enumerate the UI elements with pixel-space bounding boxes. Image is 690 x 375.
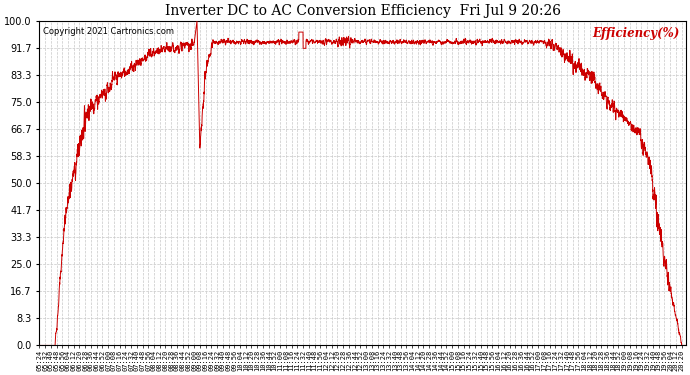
Title: Inverter DC to AC Conversion Efficiency  Fri Jul 9 20:26: Inverter DC to AC Conversion Efficiency … [165,4,560,18]
Text: Copyright 2021 Cartronics.com: Copyright 2021 Cartronics.com [43,27,174,36]
Text: Efficiency(%): Efficiency(%) [592,27,680,40]
